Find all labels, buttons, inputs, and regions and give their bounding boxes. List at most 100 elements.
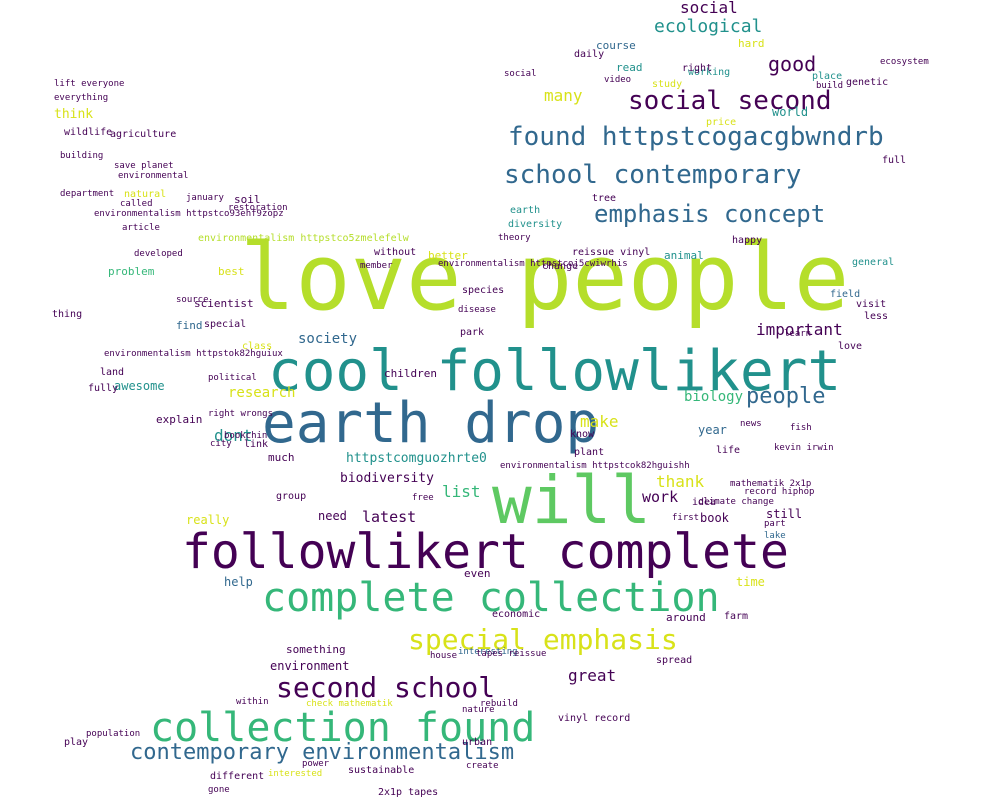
word: environmentalism httpstco5zmelefelw (198, 233, 409, 244)
word: field (830, 289, 861, 300)
word: special emphasis (408, 623, 678, 656)
word: collection found (150, 705, 536, 751)
word: study (652, 79, 683, 90)
word: called (120, 199, 153, 209)
word: class (242, 341, 273, 352)
word: record hiphop (744, 487, 815, 497)
word: department (60, 189, 115, 199)
word: httpstcomguozhrte0 (346, 451, 487, 466)
word: even (464, 567, 491, 580)
word: less (864, 311, 889, 322)
word: great (568, 666, 617, 685)
word: rebuild (480, 699, 518, 709)
word: love (838, 341, 863, 352)
word: disease (458, 305, 496, 315)
word: right wrongs (208, 409, 274, 419)
word: life (716, 445, 741, 456)
word: ecosystem (880, 57, 929, 67)
word: know (570, 429, 595, 440)
word: plant (574, 447, 605, 458)
word: tree (592, 193, 617, 204)
word: social (504, 69, 537, 79)
word: awesome (114, 379, 165, 393)
word: list (442, 482, 481, 501)
word: sustainable (348, 765, 415, 776)
word: wildlife (64, 127, 113, 138)
word: best (218, 265, 245, 278)
word: thank (656, 472, 705, 491)
word: lake (764, 531, 786, 541)
word: biodiversity (340, 471, 434, 486)
word: developed (134, 249, 183, 259)
word: land (100, 367, 125, 378)
word: second school (276, 671, 496, 704)
word: video (604, 75, 632, 85)
word: found httpstcogacgbwndrb (508, 122, 884, 152)
word: time (736, 575, 765, 589)
word: earth (510, 205, 541, 216)
word: environmentalism httpstcoj5cwiwrhis (438, 259, 628, 269)
word: contemporary environmentalism (130, 740, 515, 765)
word: year (698, 423, 727, 437)
word: fish (790, 423, 812, 433)
word: without (374, 247, 417, 258)
word: biology (684, 389, 744, 405)
word: house (430, 651, 458, 661)
word: change (542, 261, 579, 272)
word: ecological (654, 16, 763, 37)
word: within (236, 697, 269, 707)
word: everything (54, 93, 109, 103)
word: different (210, 771, 265, 782)
word: theory (498, 233, 531, 243)
word: vinyl record (558, 713, 631, 724)
word: part (764, 519, 786, 529)
word: free (412, 493, 434, 503)
word: soil (234, 193, 261, 206)
word: social second (628, 86, 832, 116)
word: mathematik 2x1p (730, 479, 812, 489)
word: happy (732, 235, 763, 246)
word: world (772, 105, 809, 119)
word: complete collection (262, 575, 720, 621)
word: kevin irwin (774, 443, 834, 453)
word: many (544, 86, 583, 105)
word: latest (362, 508, 417, 526)
word: will (492, 462, 651, 539)
word: environmentalism httpstok82hguiux (104, 349, 283, 359)
word: idea (692, 497, 717, 508)
word: around (666, 611, 706, 624)
word: farm (724, 611, 749, 622)
word: economic (492, 609, 541, 620)
word: spread (656, 655, 693, 666)
word: genetic (846, 77, 889, 88)
word: cool followlikert (268, 339, 842, 404)
word: read (616, 61, 643, 74)
word: book (700, 511, 729, 525)
word: january (186, 193, 224, 203)
word: member (360, 261, 393, 271)
word: thing (52, 309, 83, 320)
word: hard (738, 37, 765, 50)
word: interested (268, 769, 323, 779)
word: 2x1p tapes (378, 787, 439, 798)
word: right (682, 63, 713, 74)
word: school contemporary (504, 160, 802, 190)
word: check mathematik (306, 699, 393, 709)
word: urban (462, 737, 493, 748)
word: tapes reissue (476, 649, 547, 659)
word: environmental (118, 171, 189, 181)
word: full (882, 155, 907, 166)
word: better (428, 249, 468, 262)
word: earth drop (262, 391, 600, 456)
word: followlikert complete (182, 524, 789, 580)
word: society (298, 331, 358, 347)
word: agriculture (110, 129, 177, 140)
word: learn (784, 329, 812, 339)
word: park (460, 327, 485, 338)
word: environmentalism httpstco93ehf9zopz (94, 209, 284, 219)
word: social (680, 0, 738, 17)
word: interesting (458, 647, 518, 657)
word: love people (240, 224, 850, 331)
word: scientist (194, 297, 254, 310)
